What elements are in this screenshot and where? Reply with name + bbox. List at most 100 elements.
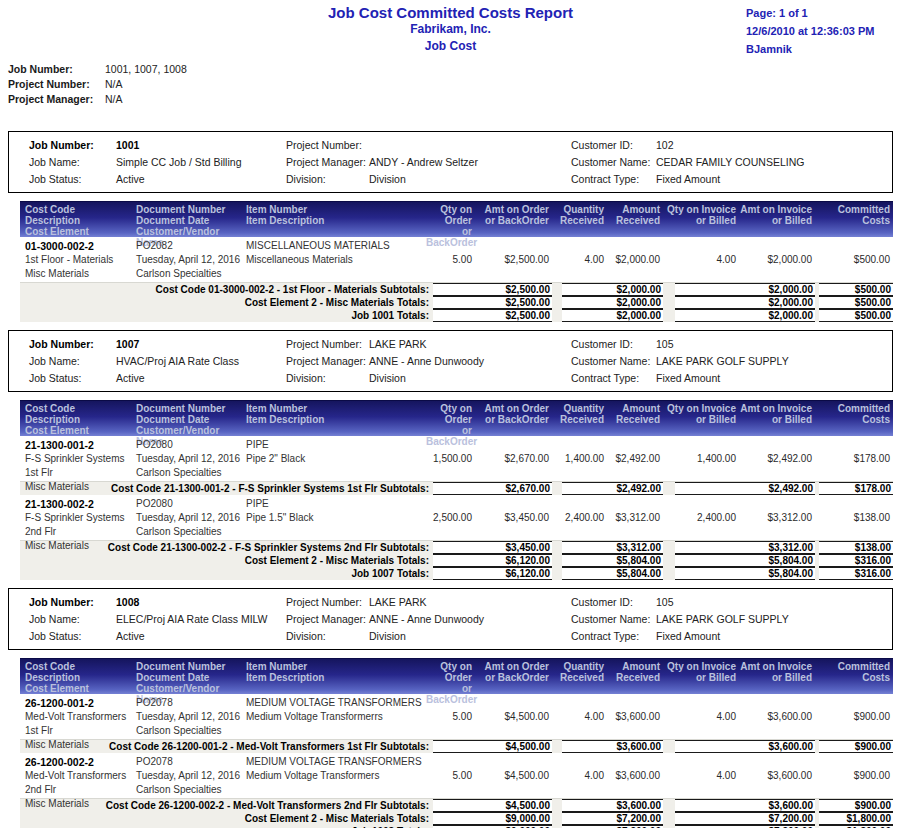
header-line: Cost Code xyxy=(25,661,136,672)
job-info-col2: Project Number:LAKE PARK Project Manager… xyxy=(286,336,571,386)
filter-row: Project Manager: N/A xyxy=(8,92,893,107)
subtotal-amt-received: $3,312.00 xyxy=(562,541,663,554)
total-committed: $1,800.00 xyxy=(819,812,893,825)
col-qty-received: QuantityReceived xyxy=(549,403,604,434)
job-number-label: Job Number: xyxy=(29,594,116,611)
header-line: Document Date xyxy=(136,215,246,226)
customer-name-label: Customer Name: xyxy=(571,611,656,628)
job-info-box: Job Number:1008 Job Name:ELEC/Proj AIA R… xyxy=(8,588,893,650)
col-amt-order: Amt on Orderor BackOrder xyxy=(472,661,549,692)
job-info-col2: Project Number:LAKE PARK Project Manager… xyxy=(286,594,571,644)
project-number-label: Project Number: xyxy=(286,137,369,154)
header-line: or BackOrder xyxy=(426,683,472,705)
header-line: Description xyxy=(25,672,136,683)
col-qty-invoice: Qty on Invoiceor Billed xyxy=(660,403,736,434)
job-name-row: Job Name:ELEC/Proj AIA Rate Class MILW xyxy=(29,611,286,628)
project-manager-label: Project Manager: xyxy=(286,154,369,171)
job-total-label: Job 1007 Totals: xyxy=(20,567,433,580)
cell-item: PIPEPipe 1.5" Black xyxy=(246,497,426,539)
qty-received: 4.00 xyxy=(549,710,604,738)
project-manager-value: ANNE - Anne Dunwoody xyxy=(369,611,484,628)
total-label: Cost Element 2 - Misc Materials Totals: xyxy=(20,812,433,825)
customer-name-label: Customer Name: xyxy=(571,154,656,171)
subtotal-amt-on-order: $3,450.00 xyxy=(433,541,552,554)
contract-type-label: Contract Type: xyxy=(571,171,656,188)
col-committed: CommittedCosts xyxy=(812,403,890,434)
item-description: Medium Voltage Transformers xyxy=(246,769,426,783)
gap xyxy=(663,296,675,309)
division-row: Division:Division xyxy=(286,171,571,188)
col-qty-received: QuantityReceived xyxy=(549,204,604,235)
job-total-amt-on-invoice: $5,804.00 xyxy=(675,567,815,580)
filter-value: N/A xyxy=(105,77,123,92)
gap xyxy=(663,554,675,567)
job-cost-table: Cost CodeDescriptionCost Element Documen… xyxy=(20,201,893,322)
division-label: Division: xyxy=(286,171,369,188)
report-user: BJamnik xyxy=(746,40,900,58)
cost-description: 1st Floor - Materials xyxy=(25,253,136,267)
job-total-amt-on-order: $6,120.00 xyxy=(433,567,552,580)
subtotal-amt-received: $3,600.00 xyxy=(562,799,663,812)
col-document: Document NumberDocument DateCustomer/Ven… xyxy=(136,661,246,692)
total-amt-on-invoice: $7,200.00 xyxy=(675,812,815,825)
subtotal-label: Cost Code 26-1200-001-2 - Med-Volt Trans… xyxy=(20,740,433,753)
subtotal-amt-on-order: $2,670.00 xyxy=(433,482,552,495)
qty-received: 4.00 xyxy=(549,253,604,281)
amt-received: $2,000.00 xyxy=(604,253,660,281)
job-status-value: Active xyxy=(116,171,145,188)
col-amt-invoice: Amt on Invoiceor Billed xyxy=(736,403,812,434)
col-committed: CommittedCosts xyxy=(812,661,890,692)
header-line: Amount xyxy=(604,403,660,414)
job-name-value: ELEC/Proj AIA Rate Class MILW xyxy=(116,611,268,628)
job-total-label: Job 1001 Totals: xyxy=(20,309,433,322)
document-number: PO2080 xyxy=(136,438,246,452)
header-line: Cost Element xyxy=(25,226,136,237)
project-manager-value: ANNE - Anne Dunwoody xyxy=(369,353,484,370)
job-info-box: Job Number:1001 Job Name:Simple CC Job /… xyxy=(8,131,893,193)
contract-type-label: Contract Type: xyxy=(571,370,656,387)
subtotal-amt-on-invoice: $2,492.00 xyxy=(675,482,815,495)
committed-costs: $178.00 xyxy=(812,452,890,480)
cost-code-subtotal-row: Cost Code 21-1300-002-2 - F-S Sprinkler … xyxy=(20,541,893,554)
subtotal-amt-on-order: $4,500.00 xyxy=(433,799,552,812)
header-line: Document Number xyxy=(136,403,246,414)
amt-on-invoice: $3,600.00 xyxy=(736,710,812,738)
cost-element: Misc Materials xyxy=(25,267,136,281)
subtotal-committed: $900.00 xyxy=(819,799,893,812)
gap xyxy=(552,541,562,554)
cost-code: 01-3000-002-2 xyxy=(25,239,136,253)
job-info-col2: Project Number: Project Manager:ANDY - A… xyxy=(286,137,571,187)
header-line: Document Date xyxy=(136,414,246,425)
cost-description: Med-Volt Transformers 1st Flr xyxy=(25,710,136,738)
cell-cost-code: 21-1300-001-2F-S Sprinkler Systems 1st F… xyxy=(25,438,136,480)
cost-description: F-S Sprinkler Systems 2nd Flr xyxy=(25,511,136,539)
committed-costs: $900.00 xyxy=(812,710,890,738)
col-committed: CommittedCosts xyxy=(812,204,890,235)
job-number-row: Job Number:1007 xyxy=(29,336,286,353)
division-row: Division:Division xyxy=(286,370,571,387)
cell-cost-code: 26-1200-001-2Med-Volt Transformers 1st F… xyxy=(25,696,136,738)
cost-element-total-row: Cost Element 2 - Misc Materials Totals: … xyxy=(20,812,893,825)
table-header: Cost CodeDescriptionCost Element Documen… xyxy=(20,201,893,237)
amt-on-order: $2,500.00 xyxy=(472,253,549,281)
table-row: 26-1200-002-2Med-Volt Transformers 2nd F… xyxy=(20,753,893,799)
job-name-row: Job Name:HVAC/Proj AIA Rate Class xyxy=(29,353,286,370)
header-line: or BackOrder xyxy=(472,414,549,425)
header-line: or BackOrder xyxy=(426,226,472,248)
header-line: Document Number xyxy=(136,204,246,215)
header-line: Quantity xyxy=(549,661,604,672)
job-status-value: Active xyxy=(116,628,145,645)
cell-item: MISCELLANEOUS MATERIALSMiscellaneous Mat… xyxy=(246,239,426,281)
col-item: Item NumberItem Description xyxy=(246,661,426,692)
amt-received: $3,312.00 xyxy=(604,511,660,539)
job-number-value: 1001 xyxy=(116,137,139,154)
gap xyxy=(552,283,562,296)
col-document: Document NumberDocument DateCustomer/Ven… xyxy=(136,204,246,235)
customer-name-row: Customer Name:LAKE PARK GOLF SUPPLY xyxy=(571,611,884,628)
header-line: Costs xyxy=(812,215,890,226)
cost-code-subtotal-row: Cost Code 01-3000-002-2 - 1st Floor - Ma… xyxy=(20,283,893,296)
col-qty-invoice: Qty on Invoiceor Billed xyxy=(660,661,736,692)
header-line: Cost Code xyxy=(25,403,136,414)
customer-name-value: LAKE PARK GOLF SUPPLY xyxy=(656,353,789,370)
cell-item: MEDIUM VOLTAGE TRANSFORMERSMedium Voltag… xyxy=(246,755,426,797)
